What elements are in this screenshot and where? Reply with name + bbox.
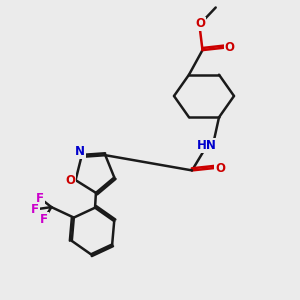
Text: O: O	[65, 174, 75, 187]
Text: O: O	[224, 41, 235, 54]
Text: O: O	[195, 17, 205, 31]
Text: F: F	[31, 203, 39, 216]
Text: O: O	[215, 161, 225, 175]
Text: HN: HN	[197, 139, 217, 152]
Text: F: F	[40, 213, 48, 226]
Text: F: F	[36, 192, 44, 205]
Text: N: N	[75, 145, 85, 158]
